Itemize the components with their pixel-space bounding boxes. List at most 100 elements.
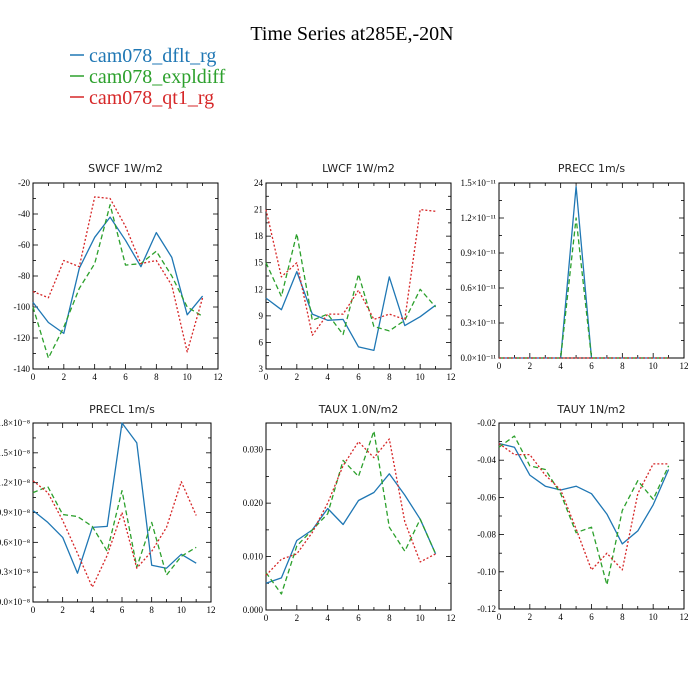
y-tick-label: 0.030 — [243, 445, 264, 455]
panel-taux: TAUX 1.0N/m2 0 2 4 6 8 10 12 0.000 0.010 0.020 0.03… — [243, 403, 456, 623]
series-line-cam078_qt1_rg — [265, 208, 436, 336]
panel-title: TAUY 1N/m2 — [556, 403, 625, 416]
y-tick-label: 18 — [254, 231, 264, 241]
y-tick-label: 0.9×10⁻⁸ — [0, 508, 30, 518]
y-tick-label: -40 — [18, 209, 30, 219]
y-tick-label: 0.000 — [243, 605, 264, 615]
x-tick-label: 2 — [528, 361, 533, 371]
x-tick-label: 4 — [558, 612, 563, 622]
x-tick-label: 2 — [295, 372, 300, 382]
series-line-cam078_dflt_rg — [499, 185, 669, 359]
legend-label: cam078_qt1_rg — [89, 87, 214, 109]
x-tick-label: 6 — [120, 605, 125, 615]
x-tick-label: 8 — [149, 605, 154, 615]
series-line-cam078_dflt_rg — [265, 473, 437, 584]
series-line-cam078_expldiff — [32, 485, 197, 576]
x-tick-label: 0 — [264, 372, 269, 382]
x-tick-label: 10 — [177, 605, 187, 615]
y-tick-label: 9 — [259, 311, 264, 321]
series-line-cam078_dflt_rg — [265, 270, 436, 352]
y-tick-label: -0.10 — [477, 567, 496, 577]
y-tick-label: -0.04 — [477, 455, 496, 465]
x-tick-label: 10 — [183, 372, 193, 382]
x-tick-label: 6 — [589, 361, 594, 371]
y-tick-label: 0.010 — [243, 552, 264, 562]
y-tick-label: -0.12 — [477, 604, 496, 614]
panel-precc: PRECC 1m/s 0 2 4 6 8 10 12 0.0×10⁻¹¹ 0.3×10⁻¹¹ 0.6… — [461, 162, 689, 371]
y-tick-label: 0.020 — [243, 498, 264, 508]
y-tick-label: 0.0×10⁻⁸ — [0, 597, 30, 607]
x-tick-label: 12 — [447, 372, 456, 382]
x-tick-label: 8 — [620, 361, 625, 371]
series-line-cam078_qt1_rg — [498, 442, 669, 571]
series-line-cam078_qt1_rg — [32, 480, 197, 588]
y-tick-label: -0.08 — [477, 530, 496, 540]
series-line-cam078_expldiff — [265, 232, 437, 336]
y-tick-label: 0.0×10⁻¹¹ — [461, 353, 497, 363]
y-tick-label: -80 — [18, 271, 30, 281]
y-tick-label: -120 — [14, 333, 31, 343]
x-tick-label: 8 — [620, 612, 625, 622]
legend-label: cam078_dflt_rg — [89, 45, 216, 67]
x-tick-label: 2 — [60, 605, 65, 615]
series-line-cam078_expldiff — [498, 435, 670, 586]
series-line-cam078_expldiff — [32, 204, 203, 359]
x-tick-label: 6 — [123, 372, 128, 382]
panel-title: SWCF 1W/m2 — [88, 162, 163, 175]
x-tick-label: 2 — [528, 612, 533, 622]
y-tick-label: 21 — [254, 205, 263, 215]
x-tick-label: 12 — [680, 361, 689, 371]
y-tick-label: -100 — [14, 302, 31, 312]
panel-tauy: TAUY 1N/m2 0 2 4 6 8 10 12 -0.12 -0.10 -0.08 -0.06 -… — [477, 403, 688, 622]
x-tick-label: 6 — [589, 612, 594, 622]
y-tick-label: 0.6×10⁻¹¹ — [461, 283, 497, 293]
x-tick-label: 8 — [387, 372, 392, 382]
y-tick-label: 1.2×10⁻⁸ — [0, 478, 30, 488]
x-tick-label: 4 — [90, 605, 95, 615]
x-tick-label: 4 — [558, 361, 563, 371]
series-line-cam078_expldiff — [265, 430, 437, 595]
plot-frame — [265, 422, 452, 611]
x-tick-label: 8 — [154, 372, 159, 382]
x-tick-label: 0 — [31, 605, 36, 615]
y-tick-label: 6 — [259, 337, 264, 347]
panel-precl: PRECL 1m/s 0 2 4 6 8 10 12 0.0×10⁻⁸ 0.3×10⁻⁸ 0.6×1… — [0, 403, 216, 615]
series-line-cam078_qt1_rg — [265, 438, 436, 576]
y-tick-label: -140 — [14, 364, 31, 374]
y-tick-label: -20 — [18, 178, 30, 188]
x-tick-label: 10 — [649, 361, 659, 371]
x-tick-label: 2 — [62, 372, 67, 382]
plot-frame — [498, 182, 685, 359]
x-tick-label: 0 — [497, 612, 502, 622]
y-tick-label: 1.2×10⁻¹¹ — [461, 213, 497, 223]
y-tick-label: 0.3×10⁻¹¹ — [461, 318, 497, 328]
x-tick-label: 0 — [497, 361, 502, 371]
x-tick-label: 8 — [387, 613, 392, 623]
x-tick-label: 0 — [31, 372, 36, 382]
plot-frame — [32, 422, 212, 603]
panel-title: PRECL 1m/s — [89, 403, 155, 416]
series-line-cam078_qt1_rg — [32, 196, 204, 353]
series-line-cam078_dflt_rg — [32, 422, 197, 574]
panel-title: LWCF 1W/m2 — [322, 162, 395, 175]
legend-entry-expldiff: cam078_expldiff — [70, 66, 226, 88]
legend: cam078_dflt_rg cam078_expldiff cam078_qt… — [70, 45, 226, 109]
y-tick-label: 1.5×10⁻¹¹ — [461, 178, 497, 188]
y-tick-label: -0.02 — [477, 418, 496, 428]
x-tick-label: 10 — [649, 612, 659, 622]
panel-title: TAUX 1.0N/m2 — [318, 403, 399, 416]
y-tick-label: 1.5×10⁻⁸ — [0, 448, 30, 458]
y-tick-label: 0.9×10⁻¹¹ — [461, 248, 497, 258]
x-tick-label: 4 — [92, 372, 97, 382]
x-tick-label: 6 — [356, 613, 361, 623]
y-tick-label: 12 — [254, 284, 263, 294]
x-tick-label: 0 — [264, 613, 269, 623]
panel-title: PRECC 1m/s — [558, 162, 626, 175]
y-tick-label: -0.06 — [477, 492, 496, 502]
x-tick-label: 12 — [447, 613, 456, 623]
panel-swcf: SWCF 1W/m2 0 2 4 6 8 10 12 -140 -120 -100 -80 -60 -40… — [14, 162, 223, 382]
series-line-cam078_expldiff — [499, 217, 669, 359]
legend-entry-qt1: cam078_qt1_rg — [70, 87, 214, 109]
